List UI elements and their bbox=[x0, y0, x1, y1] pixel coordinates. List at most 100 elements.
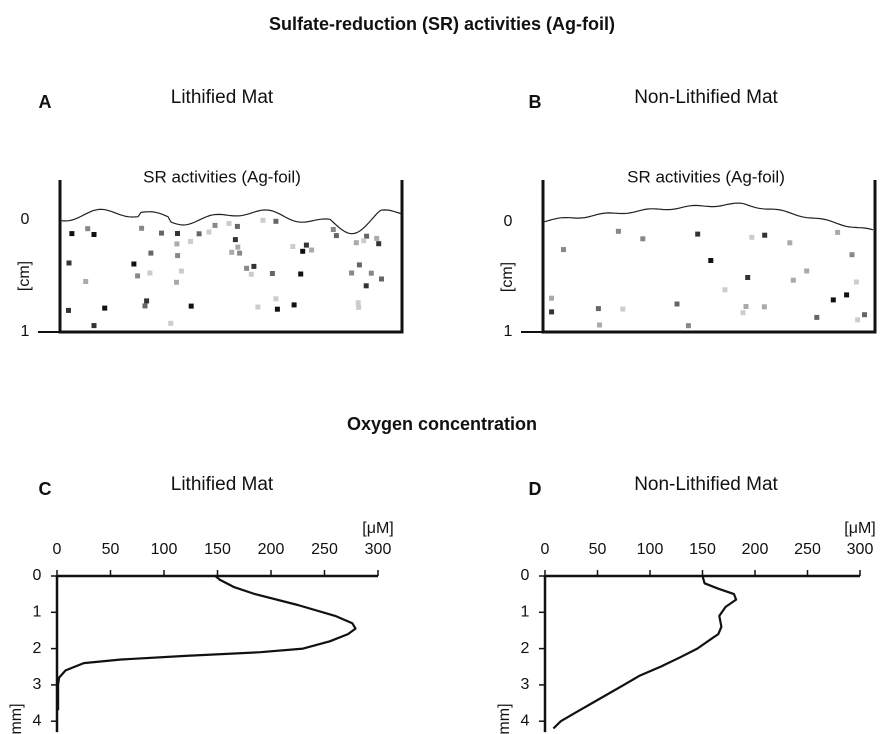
activity-spot bbox=[353, 240, 359, 246]
activity-spot bbox=[363, 283, 369, 289]
y-tick-label: 4 bbox=[33, 712, 42, 729]
activity-spot bbox=[849, 252, 855, 258]
activity-spot bbox=[69, 231, 75, 237]
activity-spot bbox=[368, 270, 374, 276]
activity-spot bbox=[175, 253, 181, 259]
x-tick-label: 150 bbox=[204, 541, 231, 558]
panel-letter: B bbox=[529, 92, 542, 112]
activity-spot bbox=[300, 248, 306, 254]
x-tick-label: 50 bbox=[589, 541, 607, 558]
activity-spot bbox=[743, 304, 749, 309]
activity-spot bbox=[174, 279, 179, 285]
activity-spot bbox=[248, 271, 254, 277]
activity-spot bbox=[361, 238, 367, 244]
activity-spot bbox=[291, 302, 297, 308]
activity-spot bbox=[142, 303, 148, 309]
x-tick-label: 300 bbox=[847, 541, 874, 558]
panel-letter: A bbox=[39, 92, 52, 112]
activity-spot bbox=[349, 270, 355, 276]
activity-spot bbox=[244, 265, 250, 271]
activity-spot bbox=[303, 242, 309, 248]
activity-spot bbox=[830, 297, 836, 303]
x-axis-label: [μM] bbox=[362, 520, 393, 537]
x-tick-label: 100 bbox=[637, 541, 664, 558]
panel-title: Non-Lithified Mat bbox=[634, 474, 778, 495]
activity-spot bbox=[379, 276, 384, 282]
profile-line bbox=[57, 575, 357, 711]
activity-spot bbox=[206, 229, 212, 235]
activity-spot bbox=[364, 233, 370, 239]
activity-spot bbox=[234, 223, 240, 229]
activity-spot bbox=[853, 279, 859, 285]
y-tick-label: 1 bbox=[33, 604, 42, 621]
panel-title: Lithified Mat bbox=[171, 474, 274, 495]
activity-spot bbox=[835, 229, 841, 235]
activity-spot bbox=[549, 309, 555, 315]
activity-spot bbox=[102, 305, 108, 311]
activity-spot bbox=[237, 250, 243, 256]
activity-spot bbox=[91, 323, 97, 329]
activity-spot bbox=[356, 262, 362, 268]
activity-spot bbox=[595, 306, 601, 312]
x-tick-label: 250 bbox=[794, 541, 821, 558]
activity-spot bbox=[749, 234, 755, 240]
activity-spot bbox=[685, 323, 691, 329]
activity-spot bbox=[147, 270, 153, 276]
x-tick-label: 0 bbox=[53, 541, 62, 558]
y-tick-label: 0 bbox=[521, 567, 530, 584]
activity-spot bbox=[862, 312, 867, 318]
panel-title: Non-Lithified Mat bbox=[634, 87, 778, 108]
activity-spot bbox=[333, 233, 339, 239]
activity-spot bbox=[708, 258, 714, 263]
activity-spot bbox=[761, 304, 767, 310]
activity-spot bbox=[615, 228, 621, 234]
activity-spot bbox=[148, 250, 154, 256]
y-tick-label: 0 bbox=[21, 211, 30, 228]
x-tick-label: 250 bbox=[311, 541, 338, 558]
activity-spot bbox=[674, 301, 680, 307]
activity-spot bbox=[196, 231, 202, 237]
activity-spot bbox=[144, 298, 150, 304]
activity-spot bbox=[251, 263, 257, 269]
frame bbox=[58, 180, 404, 334]
activity-spot bbox=[790, 277, 796, 283]
activity-spot bbox=[620, 306, 626, 312]
activity-spot bbox=[273, 296, 279, 302]
y-tick-label: 3 bbox=[521, 676, 530, 693]
activity-spot bbox=[212, 222, 218, 228]
activity-spot bbox=[356, 304, 362, 310]
activity-spot bbox=[695, 231, 701, 237]
x-tick-label: 200 bbox=[258, 541, 285, 558]
activity-spot bbox=[330, 227, 336, 232]
frame bbox=[541, 180, 877, 334]
activity-spot bbox=[740, 310, 746, 316]
panel-letter: C bbox=[39, 479, 52, 499]
activity-spot bbox=[274, 306, 280, 312]
panel-title: Lithified Mat bbox=[171, 87, 274, 108]
activity-spot bbox=[260, 217, 266, 223]
activity-spot bbox=[298, 271, 304, 277]
activity-spot bbox=[235, 244, 241, 250]
activity-spot bbox=[91, 232, 97, 237]
activity-spot bbox=[814, 314, 820, 320]
activity-spot bbox=[229, 249, 235, 255]
activity-spot bbox=[83, 279, 89, 284]
activity-spot bbox=[549, 295, 554, 301]
activity-spot bbox=[168, 320, 174, 326]
activity-spot bbox=[722, 287, 728, 293]
panel-letter: D bbox=[529, 479, 542, 499]
activity-spot bbox=[226, 221, 232, 226]
y-tick-label: 4 bbox=[521, 712, 530, 729]
activity-spot bbox=[376, 241, 382, 247]
profile-line bbox=[552, 575, 738, 730]
surface-line bbox=[542, 202, 874, 231]
activity-spot bbox=[855, 317, 861, 323]
activity-spot bbox=[640, 236, 646, 242]
activity-spot bbox=[174, 241, 180, 247]
activity-spot bbox=[188, 238, 194, 244]
x-tick-label: 0 bbox=[541, 541, 550, 558]
activity-spot bbox=[66, 307, 71, 313]
activity-spot bbox=[139, 225, 145, 231]
y-tick-label: 1 bbox=[504, 323, 513, 340]
